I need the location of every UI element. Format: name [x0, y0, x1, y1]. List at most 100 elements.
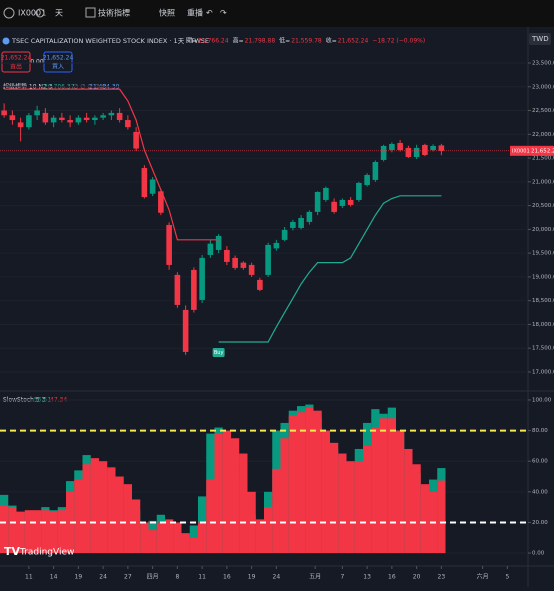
currency-box[interactable]	[529, 33, 551, 45]
stoch-bar	[379, 418, 388, 554]
stoch-bar	[99, 461, 108, 554]
ohlc-value: 21,652.24	[338, 38, 369, 45]
candle-body	[108, 112, 115, 116]
stoch-bar	[330, 442, 339, 554]
symbol[interactable]: IX0001	[18, 9, 46, 18]
stoch-bar	[156, 522, 165, 554]
ohlc-value: 21,766.24	[198, 38, 229, 45]
candle-body	[422, 144, 428, 155]
stoch-bar	[437, 480, 446, 554]
buy-label: Buy	[214, 350, 224, 356]
interval[interactable]: 天	[55, 9, 63, 18]
candle-body	[149, 179, 156, 194]
replay[interactable]: 重播	[187, 8, 203, 18]
candle-body	[380, 145, 387, 160]
stoch-bar	[387, 418, 396, 554]
redo[interactable]: ↷	[220, 9, 227, 18]
buy-price: 21,652.24	[43, 55, 74, 62]
candle-body	[314, 191, 321, 212]
currency[interactable]: TWD	[531, 35, 549, 43]
indicator-icon	[85, 7, 96, 18]
ohlc-key: 低=	[279, 37, 290, 45]
stoch-bar	[420, 484, 429, 554]
stoch-bar	[214, 433, 223, 554]
supertrend-line	[218, 195, 442, 343]
stoch-bar	[148, 530, 157, 554]
y-tick-label: 21,000.00	[532, 179, 554, 185]
candle-body	[389, 143, 395, 150]
buy-box[interactable]	[43, 51, 73, 73]
y-tick-label: 0.00	[532, 551, 545, 557]
stoch-bar	[264, 507, 273, 554]
stoch-bar	[313, 410, 322, 554]
stoch-bar	[222, 430, 231, 554]
y-tick-label: 23,500.00	[532, 60, 554, 66]
candle-body	[166, 224, 172, 265]
stoch-bar	[363, 445, 372, 554]
x-tick-label: 23	[438, 574, 446, 581]
candle-body	[347, 199, 354, 205]
candle-body	[257, 279, 263, 290]
candle-body	[364, 174, 370, 185]
x-tick-label: 16	[388, 574, 396, 581]
brand-logo: 𝗧𝗩	[4, 545, 21, 558]
candle-body	[182, 309, 189, 352]
stoch-bar	[396, 430, 405, 554]
candle-body	[290, 221, 296, 228]
stoch-bar	[173, 522, 182, 554]
stoch-bar	[57, 510, 66, 554]
stoch-bar	[82, 464, 91, 554]
candle-body	[116, 112, 123, 121]
candle-body	[67, 120, 73, 123]
x-tick-label: 27	[124, 574, 132, 581]
candle-body	[100, 115, 106, 118]
snapshot[interactable]: 快照	[159, 8, 175, 18]
search-icon[interactable]	[3, 7, 15, 19]
candle-body	[158, 191, 164, 213]
stoch-bar	[74, 479, 83, 554]
candle-body	[248, 264, 255, 275]
candle-body	[224, 249, 230, 262]
brand: TradingView	[19, 548, 74, 558]
x-tick-label: 24	[99, 574, 107, 581]
x-tick-label: 20	[413, 574, 421, 581]
candle-body	[141, 168, 148, 198]
y-tick-label: 20,000.00	[532, 227, 554, 233]
candle-body	[17, 122, 24, 128]
candle-body	[356, 182, 362, 200]
y-tick-label: 40.00	[532, 489, 548, 495]
y-tick-label: 20,500.00	[532, 203, 554, 209]
stoch-bar	[404, 448, 413, 554]
y-tick-label: 19,500.00	[532, 251, 554, 257]
y-tick-label: 60.00	[532, 459, 548, 465]
x-tick-label: 六月	[477, 573, 489, 581]
stoch-bar	[198, 522, 207, 554]
candle-body	[323, 187, 329, 200]
candle-body	[413, 147, 420, 157]
candle-body	[9, 115, 16, 121]
candle-body	[405, 147, 412, 157]
indicators[interactable]: 技術指標	[98, 8, 130, 18]
undo[interactable]: ↶	[205, 9, 213, 18]
price-tag-price: 21,652.24	[531, 148, 554, 154]
stoch-bar	[280, 438, 289, 554]
sell-box[interactable]	[1, 51, 31, 73]
stoch-bar	[115, 476, 124, 554]
x-tick-label: 24	[273, 574, 281, 581]
stoch-bar	[412, 464, 421, 554]
stoch-bar	[107, 467, 116, 554]
sell-price: 21,652.24	[1, 55, 32, 62]
y-tick-label: 22,500.00	[532, 108, 554, 114]
stoch-bar	[41, 510, 50, 554]
candle-body	[306, 211, 313, 222]
stoch-bar	[24, 510, 33, 554]
x-tick-label: 五月	[309, 574, 321, 581]
candle-body	[438, 145, 445, 151]
stoch-bar	[371, 427, 380, 554]
candle-body	[50, 117, 57, 123]
toolbar	[0, 0, 554, 27]
y-tick-label: 80.00	[532, 428, 548, 434]
add-icon[interactable]	[35, 8, 45, 18]
y-tick-label: 19,000.00	[532, 274, 554, 280]
